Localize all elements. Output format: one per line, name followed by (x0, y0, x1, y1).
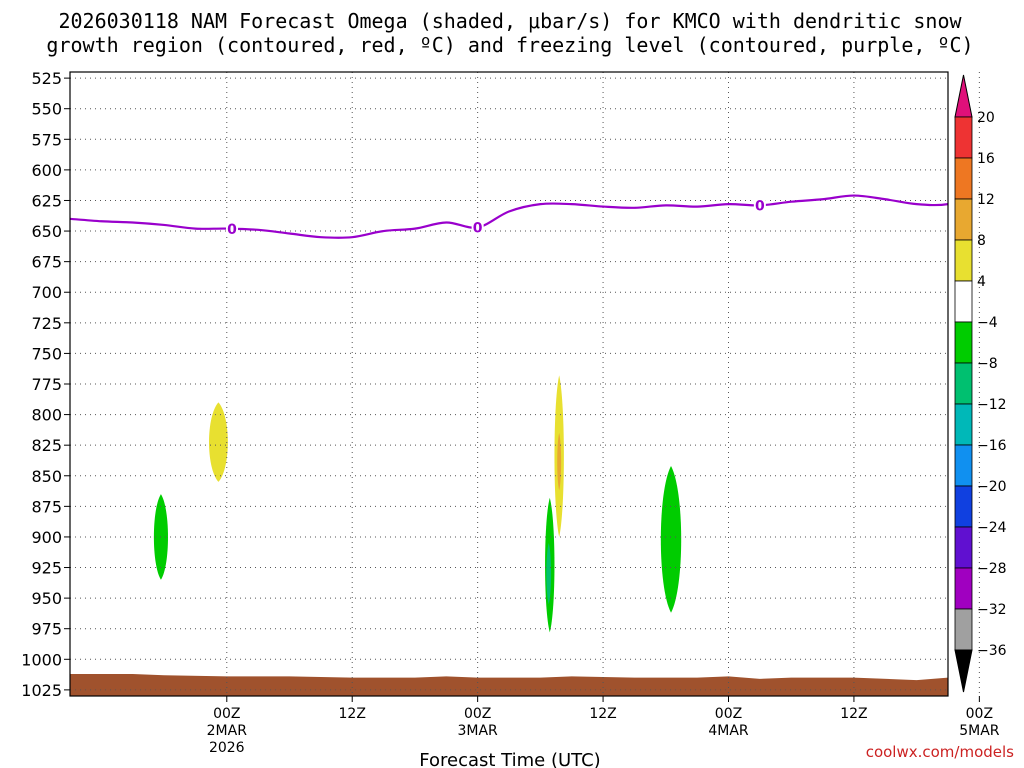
y-tick-label-17: 950 (31, 589, 62, 608)
freezing-level-label-bg-1 (471, 220, 484, 235)
colorbar-label-12: −32 (977, 602, 1007, 618)
y-tick-label-2: 575 (31, 130, 62, 149)
x-tick-label-6-1: 5MAR (959, 723, 1000, 739)
freezing-level-label-bg-0 (226, 221, 239, 236)
colorbar-bin-8 (954, 444, 973, 487)
colorbar-bin-7 (954, 403, 973, 446)
y-tick-label-14: 875 (31, 497, 62, 516)
grid-layer (70, 72, 980, 696)
y-tick-label-20: 1025 (21, 681, 62, 700)
colorbar-label-5: −4 (977, 315, 998, 331)
chart-title-line-1: 2026030118 NAM Forecast Omega (shaded, μ… (58, 9, 962, 33)
colorbar-bin-3 (954, 239, 973, 282)
x-tick-label-6-0: 00Z (966, 706, 993, 722)
y-tick-label-3: 600 (31, 161, 62, 180)
colorbar-label-7: −12 (977, 397, 1007, 413)
colorbar-top-arrow (954, 74, 973, 118)
colorbar-bin-4 (954, 280, 973, 323)
y-tick-label-9: 750 (31, 344, 62, 363)
freezing-level-label-0: 0 (227, 222, 237, 238)
colorbar-bin-11 (954, 567, 973, 610)
freezing-level-label-bg-2 (753, 198, 766, 213)
x-tick-label-3-0: 12Z (589, 706, 616, 722)
credit-text: coolwx.com/models (866, 743, 1014, 761)
ground-layer (70, 673, 948, 696)
y-tick-label-5: 650 (31, 222, 62, 241)
colorbar-label-8: −16 (977, 438, 1007, 454)
y-tick-label-7: 700 (31, 283, 62, 302)
colorbar-bin-5 (954, 321, 973, 364)
colorbar-label-4: 4 (977, 274, 986, 290)
colorbar-label-10: −24 (977, 520, 1007, 536)
colorbar-bin-12 (954, 608, 973, 651)
colorbar-label-6: −8 (977, 356, 998, 372)
y-tick-label-11: 800 (31, 406, 62, 425)
ground-surface (70, 673, 948, 696)
x-tick-label-4-0: 00Z (715, 706, 742, 722)
x-tick-label-2-1: 3MAR (457, 723, 498, 739)
omega-region-6 (660, 465, 682, 613)
freezing-level-label-2: 0 (755, 198, 765, 214)
y-tick-label-8: 725 (31, 314, 62, 333)
omega-shading-layer (153, 375, 682, 633)
colorbar-bin-10 (954, 526, 973, 569)
y-tick-label-19: 1000 (21, 650, 62, 669)
colorbar-label-0: 20 (977, 110, 995, 126)
y-tick-label-10: 775 (31, 375, 62, 394)
colorbar-label-2: 12 (977, 192, 995, 208)
chart-title-line-2: growth region (contoured, red, ºC) and f… (46, 33, 973, 57)
colorbar-bin-1 (954, 157, 973, 200)
colorbar-label-13: −36 (977, 643, 1007, 659)
colorbar-label-3: 8 (977, 233, 986, 249)
y-tick-label-15: 900 (31, 528, 62, 547)
colorbar: 20 16 12 8 4 −4 −8 −12 −16 −20 −24 −28 −32 −36 (954, 74, 1007, 693)
x-tick-label-0-0: 00Z (213, 706, 240, 722)
x-tick-label-2-0: 00Z (464, 706, 491, 722)
x-tick-label-5-0: 12Z (840, 706, 867, 722)
x-axis-title: Forecast Time (UTC) (419, 750, 600, 768)
y-tick-label-13: 850 (31, 467, 62, 486)
omega-region-1 (209, 402, 228, 482)
colorbar-label-11: −28 (977, 561, 1007, 577)
y-tick-label-4: 625 (31, 191, 62, 210)
freezing-level-layer: 0 0 0 (70, 194, 948, 239)
y-tick-label-12: 825 (31, 436, 62, 455)
colorbar-bin-9 (954, 485, 973, 528)
y-tick-label-1: 550 (31, 100, 62, 119)
colorbar-label-1: 16 (977, 151, 995, 167)
y-tick-label-0: 525 (31, 69, 62, 88)
plot-background (70, 72, 948, 696)
y-tick-label-16: 925 (31, 559, 62, 578)
colorbar-bin-2 (954, 198, 973, 241)
freezing-level-label-1: 0 (473, 220, 483, 236)
colorbar-bin-0 (954, 116, 973, 159)
x-tick-label-0-1: 2MAR (207, 723, 248, 739)
x-tick-label-1-0: 12Z (339, 706, 366, 722)
omega-region-5 (546, 543, 552, 605)
colorbar-bottom-arrow (954, 649, 973, 693)
y-axis: 525 550 575 600 625 650 675 700 725 750 775 800 825 8… (21, 69, 70, 700)
y-tick-label-6: 675 (31, 253, 62, 272)
colorbar-label-9: −20 (977, 479, 1007, 495)
y-tick-label-18: 975 (31, 620, 62, 639)
x-tick-label-4-1: 4MAR (708, 723, 749, 739)
colorbar-bin-6 (954, 362, 973, 405)
x-tick-label-0-2: 2026 (209, 740, 245, 756)
